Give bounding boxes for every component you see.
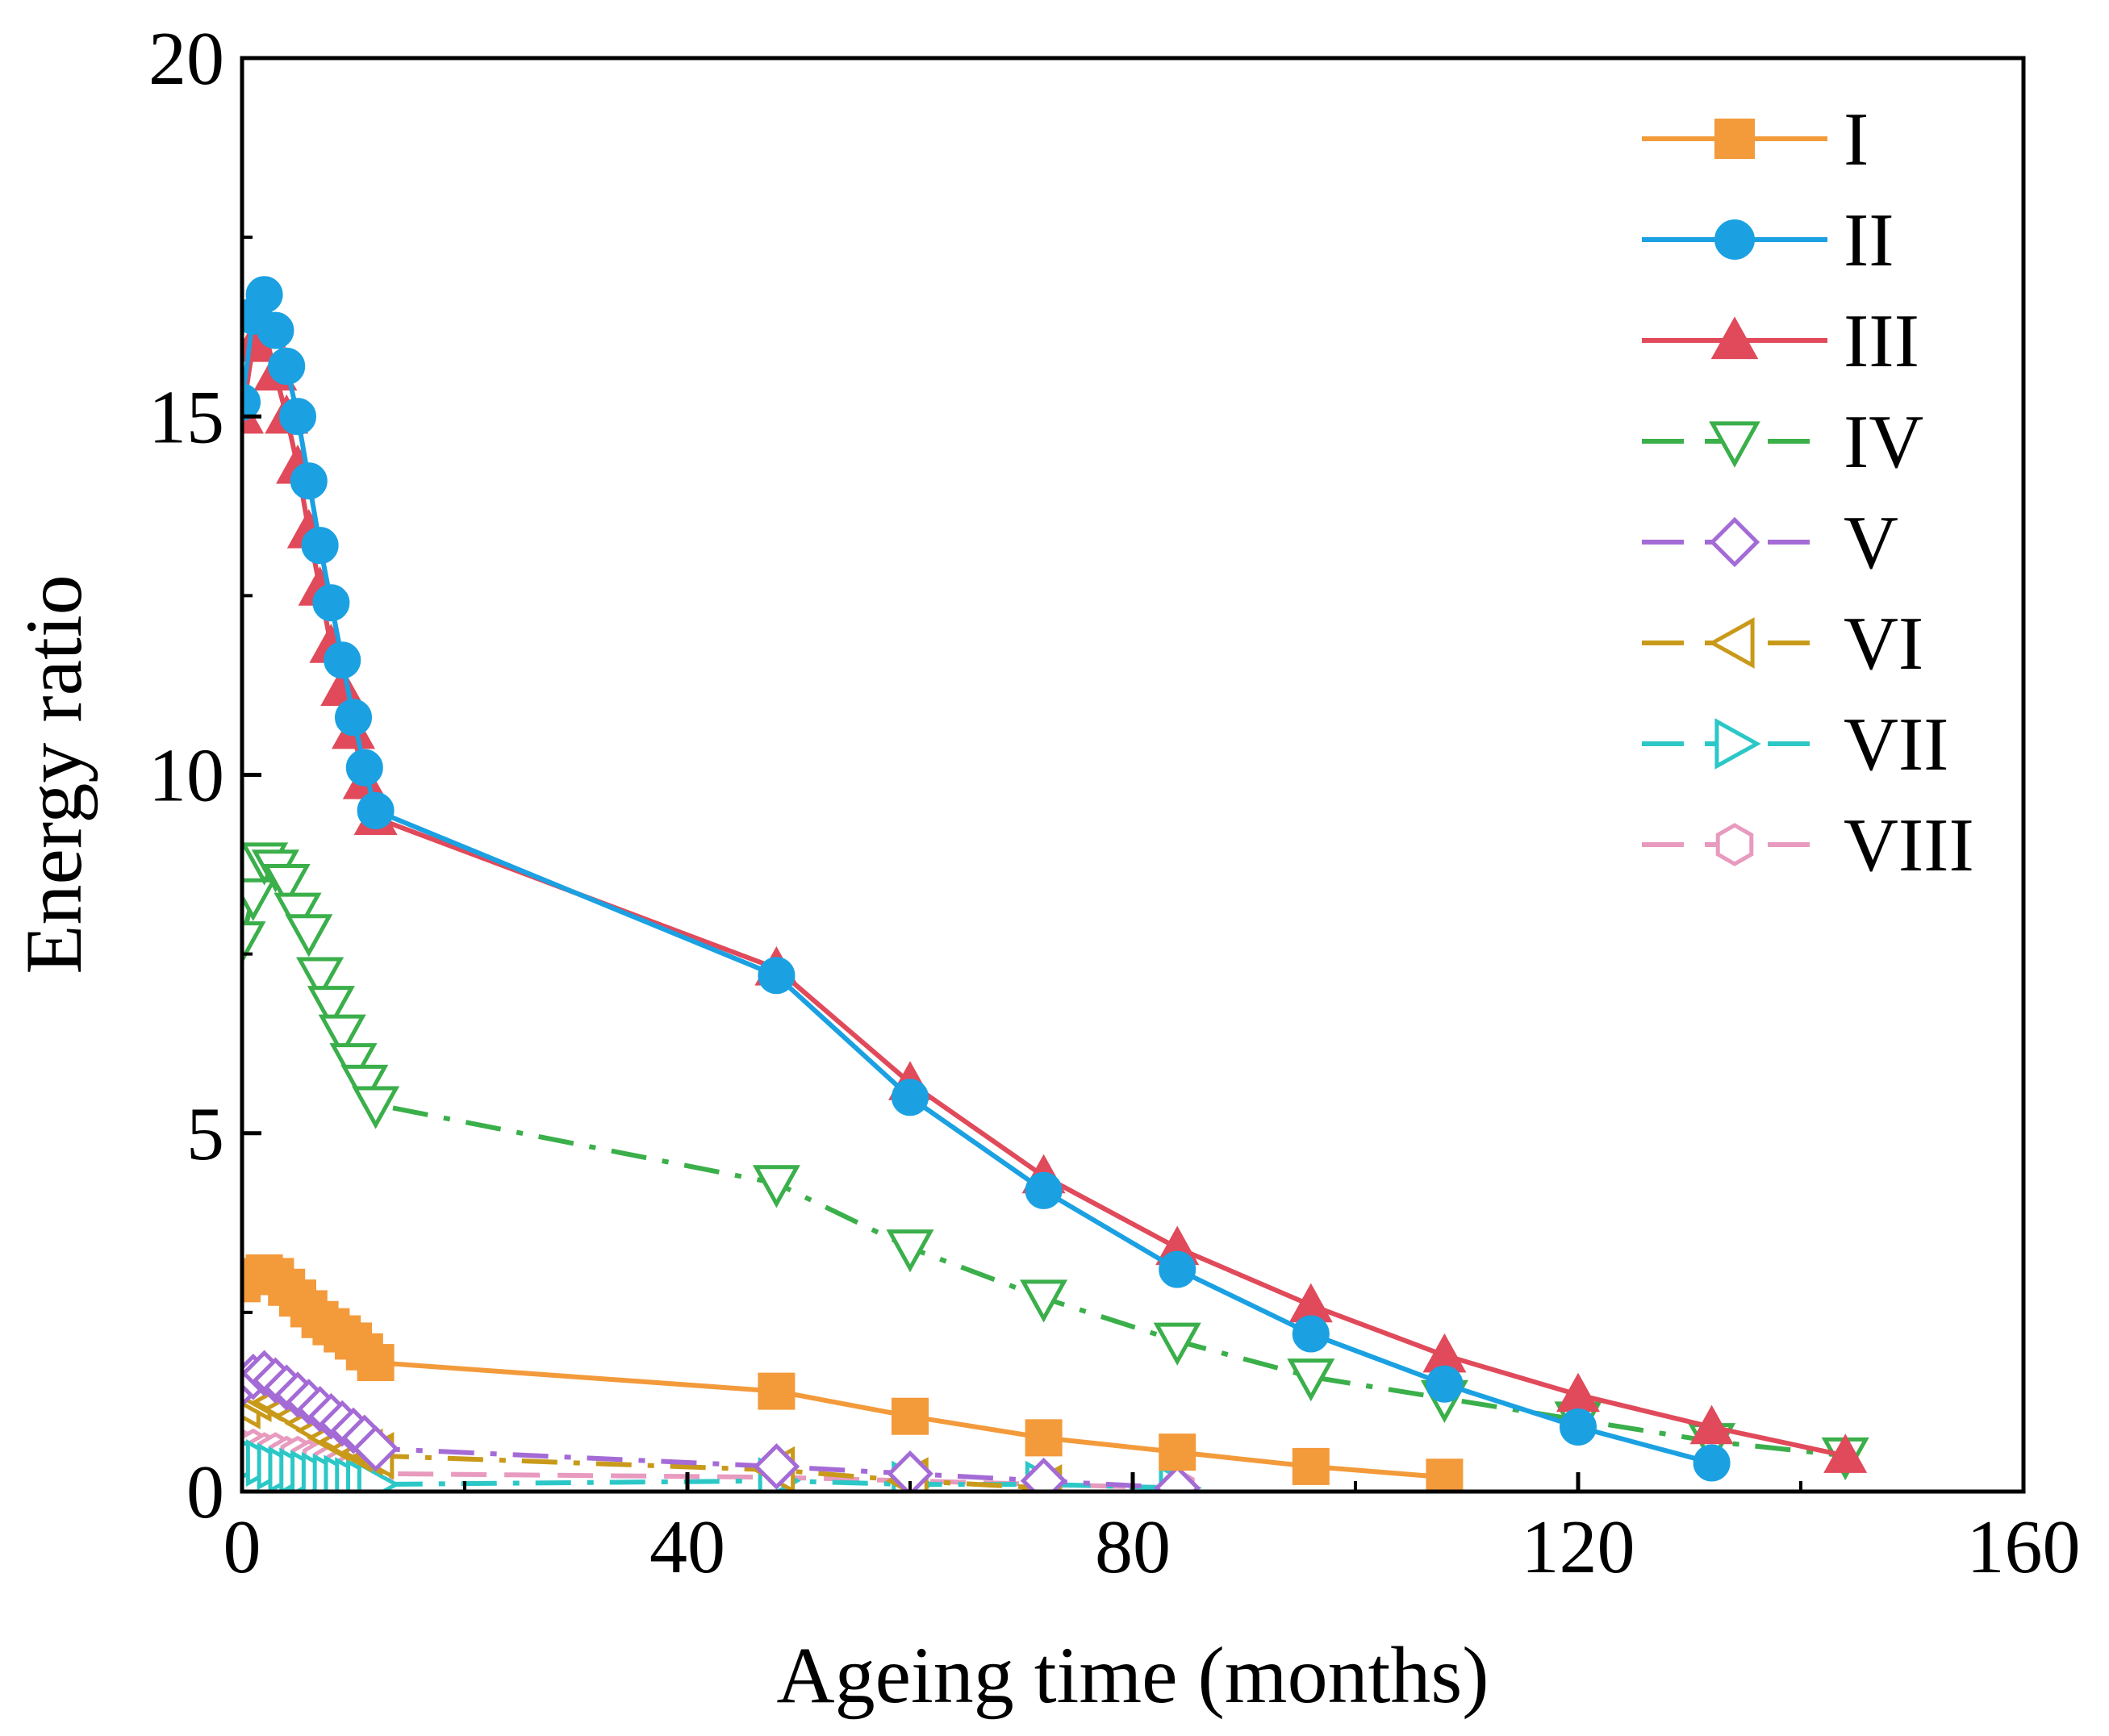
data-point-IV-15 — [1020, 1279, 1068, 1323]
data-point-V-13 — [753, 1443, 800, 1490]
data-point-IV-9 — [318, 1014, 366, 1058]
series-V — [242, 1350, 1201, 1492]
data-point-II-15 — [1025, 1171, 1063, 1209]
y-tick-label: 0 — [186, 1450, 224, 1534]
data-point-IV-16 — [1153, 1322, 1201, 1366]
data-point-II-11 — [345, 749, 383, 787]
data-point-I-14 — [892, 1397, 929, 1435]
data-point-I-13 — [758, 1372, 796, 1410]
legend-label-I: I — [1844, 98, 1869, 182]
x-tick-label: 0 — [223, 1505, 261, 1589]
data-point-V-15 — [1020, 1457, 1067, 1492]
y-axis: 0 5 10 15 20 — [148, 17, 261, 1534]
x-tick-label: 80 — [1095, 1505, 1171, 1589]
data-point-II-8 — [312, 584, 350, 622]
data-point-III-21 — [1823, 1433, 1868, 1473]
data-point-II-3 — [257, 311, 294, 349]
legend-marker-II — [1714, 219, 1755, 260]
data-point-II-10 — [335, 699, 372, 737]
data-point-IV-8 — [307, 986, 355, 1029]
data-point-II-6 — [290, 462, 328, 500]
data-point-I-15 — [1025, 1419, 1063, 1457]
y-tick-label: 5 — [186, 1092, 224, 1176]
legend-label-V: V — [1844, 501, 1898, 585]
series-line-II — [242, 292, 1713, 1466]
legend-marker-VII — [1714, 718, 1761, 770]
data-point-I-18 — [1426, 1458, 1464, 1492]
legend-marker-V — [1709, 516, 1760, 568]
data-point-II-16 — [1159, 1250, 1196, 1288]
data-point-III-20 — [1689, 1404, 1734, 1445]
data-point-IV-12 — [352, 1086, 400, 1129]
legend-label-III: III — [1844, 299, 1919, 383]
x-tick-label: 120 — [1522, 1505, 1635, 1589]
y-tick-label: 20 — [148, 17, 224, 101]
data-point-IV-10 — [329, 1043, 378, 1087]
data-point-IV-0 — [242, 921, 266, 965]
x-tick-label: 40 — [649, 1505, 725, 1589]
y-tick-label: 15 — [148, 375, 224, 459]
legend-label-II: II — [1844, 198, 1894, 282]
data-point-II-5 — [279, 398, 316, 436]
data-point-II-0 — [242, 383, 261, 421]
data-point-II-9 — [324, 641, 361, 679]
legend-marker-I — [1714, 119, 1755, 159]
data-point-II-12 — [357, 791, 395, 829]
series-II — [242, 276, 1731, 1482]
data-point-IV-6 — [285, 914, 333, 958]
data-point-IV-13 — [752, 1165, 800, 1208]
data-point-V-12 — [352, 1425, 399, 1472]
legend-item-I: I — [1642, 98, 1869, 182]
legend-marker-VI — [1708, 617, 1755, 669]
legend-item-VIII: VIII — [1642, 803, 1974, 887]
data-point-II-2 — [245, 276, 283, 314]
data-point-IV-11 — [340, 1064, 389, 1108]
data-point-V-16 — [1154, 1464, 1201, 1492]
data-point-I-17 — [1292, 1447, 1330, 1485]
series-layer — [242, 276, 1869, 1492]
legend-marker-III — [1710, 316, 1759, 360]
data-point-I-12 — [357, 1344, 395, 1382]
data-point-II-18 — [1426, 1365, 1464, 1403]
data-point-IV-4 — [262, 864, 311, 908]
x-tick-label: 160 — [1967, 1505, 2081, 1589]
legend-item-IV: IV — [1642, 400, 1923, 484]
legend-item-III: III — [1642, 299, 1919, 383]
x-axis: 0 40 80 120 160 — [223, 1472, 2081, 1589]
plot-frame — [240, 56, 2026, 1494]
x-axis-title: Ageing time (months) — [776, 1630, 1489, 1720]
data-point-II-19 — [1560, 1408, 1597, 1446]
legend-item-V: V — [1642, 501, 1898, 585]
data-point-II-20 — [1693, 1444, 1731, 1482]
data-point-IV-14 — [886, 1229, 934, 1273]
data-point-I-16 — [1159, 1433, 1196, 1471]
legend-label-VII: VII — [1844, 703, 1949, 787]
legend-item-VI: VI — [1642, 602, 1923, 686]
series-I — [242, 1254, 1464, 1492]
data-point-II-14 — [892, 1079, 929, 1116]
series-line-I — [242, 1271, 1445, 1480]
data-point-II-17 — [1292, 1315, 1330, 1353]
legend-label-VIII: VIII — [1844, 803, 1974, 887]
legend-marker-VIII — [1715, 823, 1754, 866]
legend-marker-IV — [1709, 421, 1760, 468]
data-point-IV-17 — [1287, 1358, 1335, 1402]
legend-label-IV: IV — [1844, 400, 1923, 484]
data-point-V-14 — [887, 1450, 933, 1492]
data-point-IV-5 — [274, 892, 322, 936]
data-point-II-7 — [301, 527, 339, 565]
y-axis-title: Energy ratio — [9, 574, 98, 974]
y-tick-label: 10 — [148, 734, 224, 818]
legend-item-II: II — [1642, 198, 1894, 282]
data-point-VII-12 — [357, 1460, 401, 1492]
legend-item-VII: VII — [1642, 703, 1949, 787]
data-point-IV-7 — [296, 957, 345, 1000]
legend-label-VI: VI — [1844, 602, 1923, 686]
data-point-IV-1 — [242, 878, 278, 921]
data-point-II-4 — [268, 348, 306, 386]
data-point-II-13 — [758, 957, 796, 995]
